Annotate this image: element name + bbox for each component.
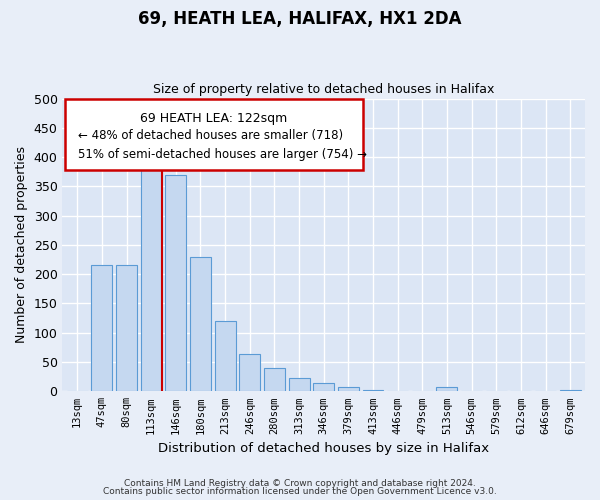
Bar (116, 266, 137, 392)
Title: Size of property relative to detached houses in Halifax: Size of property relative to detached ho… (153, 83, 494, 96)
Bar (190, 256, 211, 392)
Bar (436, 386, 457, 392)
Bar (289, 378, 310, 392)
Y-axis label: Number of detached properties: Number of detached properties (15, 146, 28, 344)
X-axis label: Distribution of detached houses by size in Halifax: Distribution of detached houses by size … (158, 442, 489, 455)
Bar (313, 383, 334, 392)
Text: 69, HEATH LEA, HALIFAX, HX1 2DA: 69, HEATH LEA, HALIFAX, HX1 2DA (138, 10, 462, 28)
Text: Contains HM Land Registry data © Crown copyright and database right 2024.: Contains HM Land Registry data © Crown c… (124, 478, 476, 488)
Bar (362, 390, 383, 392)
Bar (239, 354, 260, 392)
Bar (560, 390, 581, 392)
Bar (91, 266, 112, 392)
Bar (264, 368, 285, 392)
Text: 69 HEATH LEA: 122sqm: 69 HEATH LEA: 122sqm (140, 112, 287, 124)
Text: Contains public sector information licensed under the Open Government Licence v3: Contains public sector information licen… (103, 488, 497, 496)
Text: 51% of semi-detached houses are larger (754) →: 51% of semi-detached houses are larger (… (78, 148, 367, 162)
Bar (140, 156, 161, 392)
Bar (215, 321, 236, 392)
Text: ← 48% of detached houses are smaller (718): ← 48% of detached houses are smaller (71… (78, 130, 343, 142)
Bar (166, 174, 186, 392)
Bar (338, 387, 359, 392)
FancyBboxPatch shape (65, 98, 363, 170)
